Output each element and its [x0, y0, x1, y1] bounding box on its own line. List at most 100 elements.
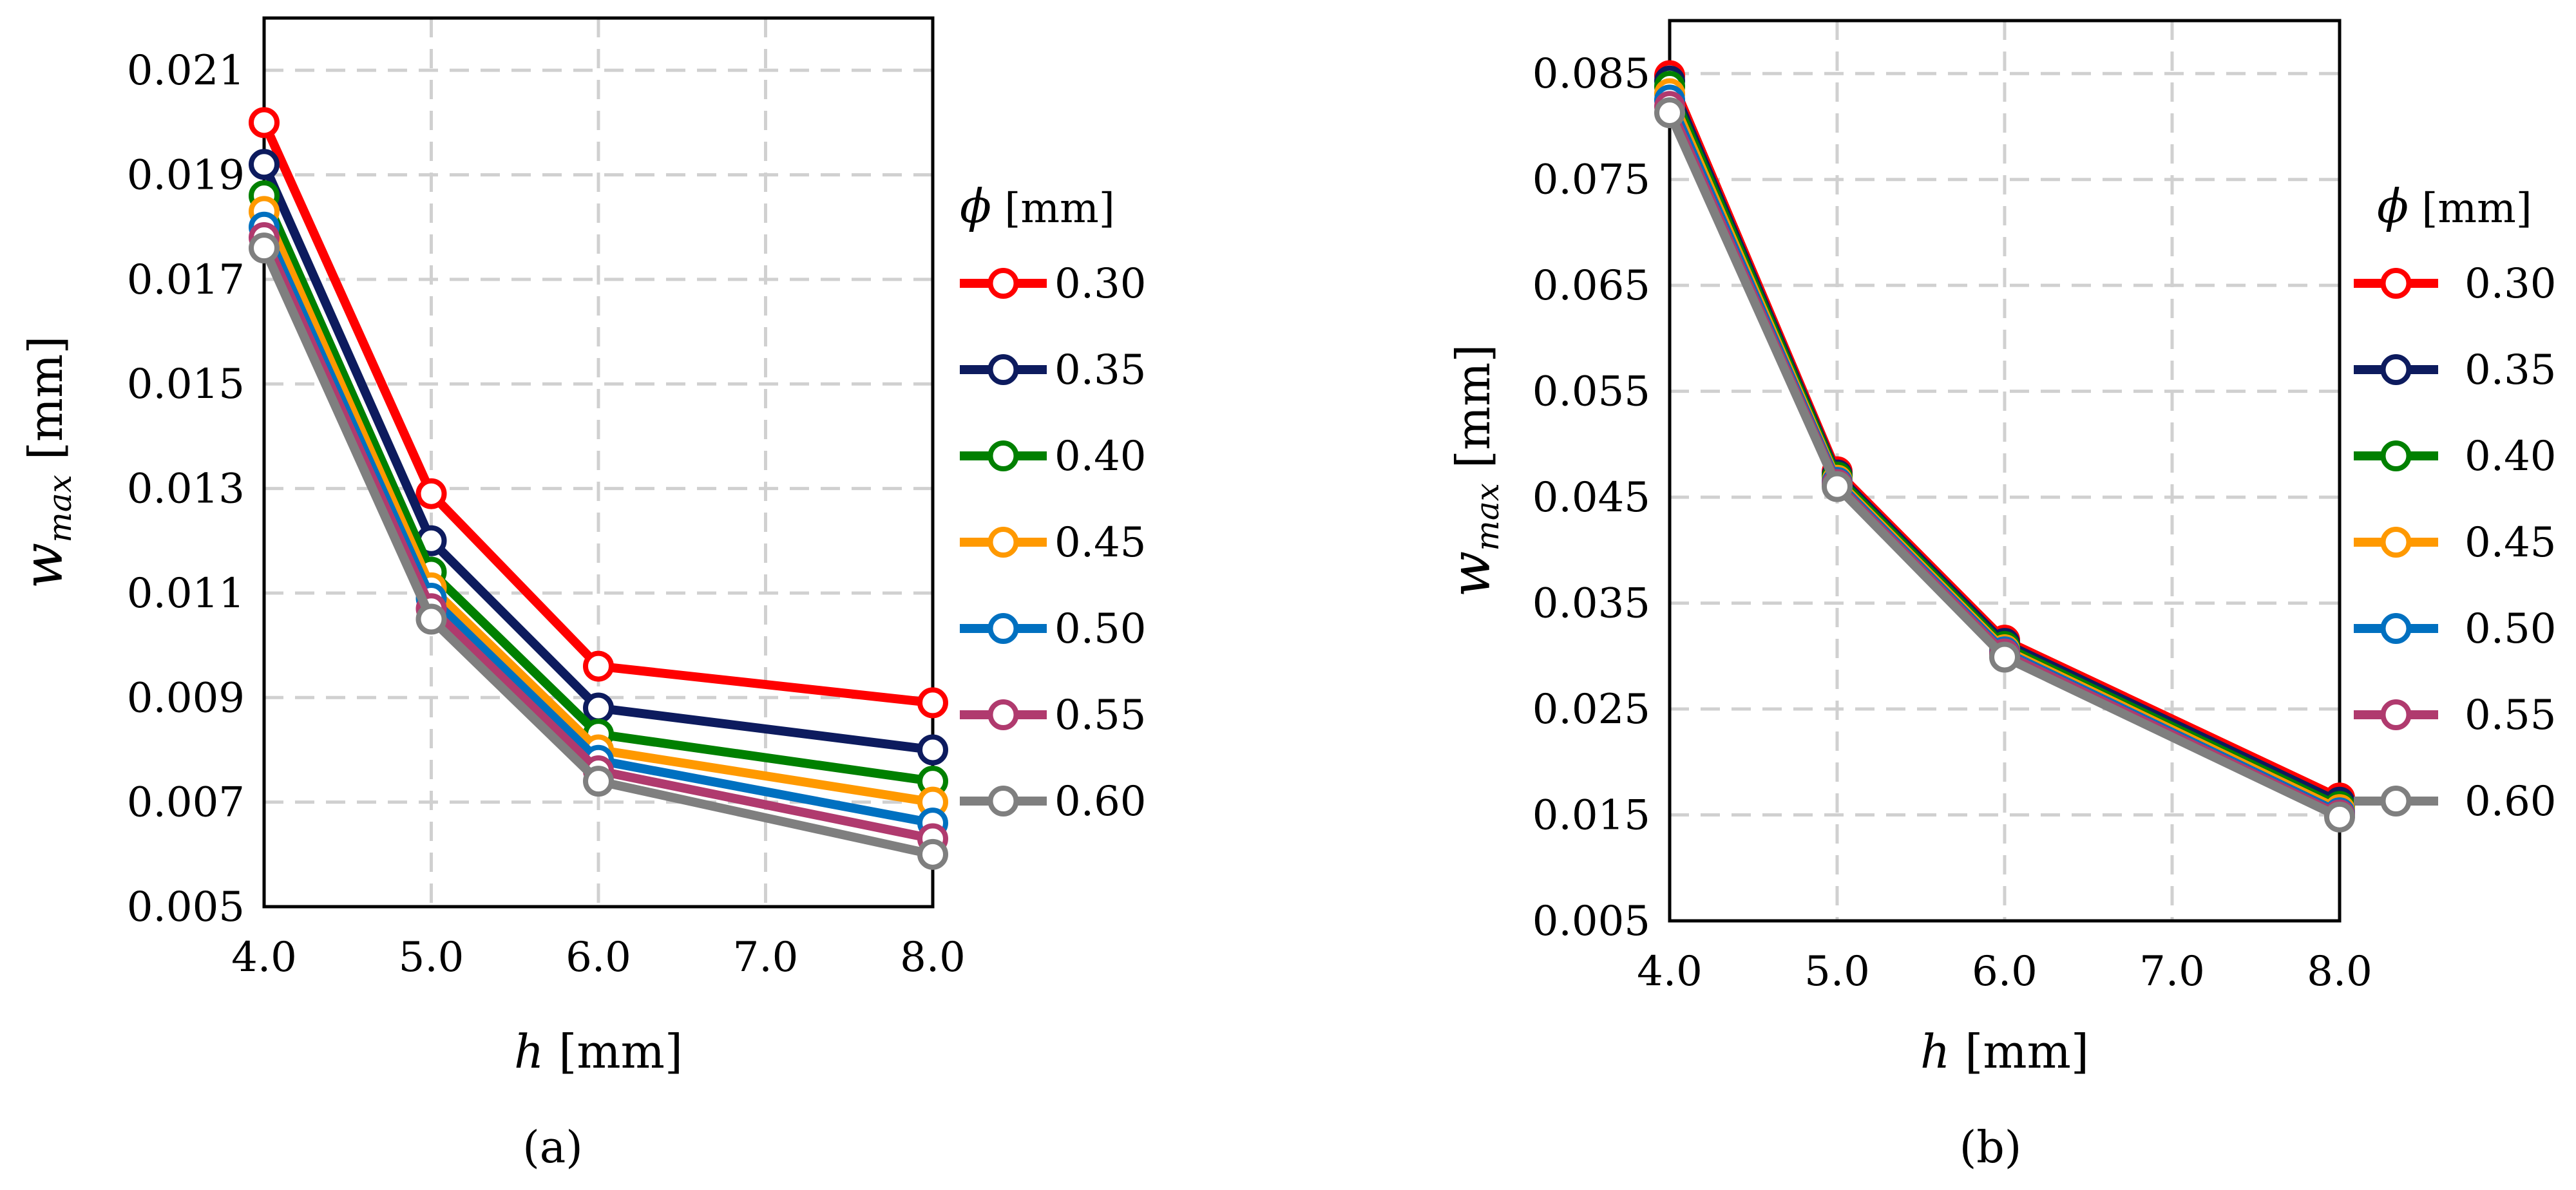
legend-label: 0.35 — [1054, 346, 1147, 394]
y-tick-label: 0.009 — [127, 674, 245, 722]
legend-item: 0.30 — [2354, 260, 2557, 308]
panel-label: (a) — [522, 1122, 583, 1173]
legend-item: 0.45 — [2354, 519, 2557, 567]
legend-item: 0.35 — [960, 346, 1147, 394]
legend-swatch-marker — [987, 786, 1019, 817]
legend-title-unit: [mm] — [991, 185, 1115, 232]
x-tick-label: 7.0 — [2139, 948, 2205, 996]
legend-item: 0.60 — [2354, 778, 2557, 826]
y-tick-label: 0.013 — [127, 466, 245, 513]
legend-item: 0.35 — [2354, 346, 2557, 394]
legend-label: 0.60 — [1054, 778, 1147, 826]
legend-label: 0.55 — [1054, 692, 1147, 739]
legend-item: 0.60 — [960, 778, 1147, 826]
y-axis-title: wmax [mm] — [12, 336, 79, 589]
x-axis-title: h [mm] — [514, 1025, 683, 1079]
legend-item: 0.55 — [960, 692, 1147, 739]
legend-swatch-marker — [987, 440, 1019, 471]
x-tick-label: 4.0 — [231, 934, 297, 981]
series-0.60 — [1654, 97, 2355, 833]
legend-swatch-marker — [2380, 268, 2412, 299]
legend-item: 0.40 — [960, 433, 1147, 480]
y-axis-variable: w — [12, 543, 75, 589]
legend-label: 0.45 — [2465, 519, 2557, 567]
legend-label: 0.50 — [2465, 605, 2557, 653]
legend-label: 0.30 — [1054, 260, 1147, 308]
y-tick-label: 0.017 — [127, 256, 245, 304]
series-line — [260, 162, 933, 755]
y-axis-unit: [mm] — [19, 336, 73, 475]
legend-swatch-marker — [2380, 786, 2412, 817]
legend-item: 0.40 — [2354, 433, 2557, 480]
x-tick-label: 4.0 — [1637, 948, 1703, 996]
data-point — [583, 766, 614, 797]
legend-swatch-marker — [987, 527, 1019, 558]
y-axis-unit: [mm] — [1446, 345, 1500, 484]
legend-swatch-marker — [987, 354, 1019, 385]
x-tick-label: 6.0 — [566, 934, 631, 981]
legend-swatch-marker — [2380, 440, 2412, 471]
data-point — [249, 232, 280, 264]
legend-label: 0.50 — [1054, 605, 1147, 653]
data-point — [1989, 641, 2020, 673]
data-point — [2324, 801, 2355, 833]
x-axis-unit: [mm] — [544, 1025, 683, 1079]
x-tick-label: 5.0 — [1804, 948, 1870, 996]
data-point — [917, 687, 948, 719]
x-axis-variable: h — [514, 1025, 544, 1079]
series-line — [1665, 111, 2342, 822]
legend-item: 0.50 — [2354, 605, 2557, 653]
legend-item: 0.50 — [960, 605, 1147, 653]
legend-item: 0.30 — [960, 260, 1147, 308]
y-axis-subscript: max — [41, 475, 79, 542]
y-tick-label: 0.015 — [1532, 792, 1650, 840]
y-tick-label: 0.085 — [1532, 50, 1650, 98]
panel-label: (b) — [1960, 1122, 2022, 1173]
legend-title: ϕ [mm] — [2377, 179, 2532, 233]
x-tick-label: 5.0 — [399, 934, 464, 981]
y-tick-label: 0.075 — [1532, 156, 1650, 204]
y-tick-label: 0.011 — [127, 570, 245, 618]
y-tick-label: 0.019 — [127, 152, 245, 200]
data-point — [249, 107, 280, 138]
series-line — [260, 246, 934, 859]
data-point — [1654, 97, 1685, 129]
legend-label: 0.60 — [2465, 778, 2557, 826]
legend-swatch-marker — [987, 268, 1019, 299]
legend-label: 0.40 — [2465, 433, 2557, 480]
y-tick-label: 0.007 — [127, 779, 245, 827]
x-axis-title: h [mm] — [1920, 1025, 2089, 1079]
y-axis-variable: w — [1439, 551, 1502, 598]
series-line — [260, 120, 933, 708]
legend: ϕ [mm] 0.30 0.35 0.40 0.45 0.50 0.55 0.60 — [960, 179, 1147, 826]
legend-title: ϕ [mm] — [960, 179, 1115, 233]
legend-swatch-marker — [2380, 527, 2412, 558]
y-axis-subscript: max — [1469, 483, 1506, 551]
legend-title-symbol: ϕ — [960, 179, 991, 233]
legend-swatch-marker — [2380, 699, 2412, 730]
legend-label: 0.35 — [2465, 346, 2557, 394]
y-tick-label: 0.025 — [1532, 686, 1650, 733]
y-tick-label: 0.065 — [1532, 262, 1650, 310]
x-tick-label: 8.0 — [2307, 948, 2372, 996]
y-tick-label: 0.045 — [1532, 474, 1650, 522]
legend-label: 0.40 — [1054, 433, 1147, 480]
series-0.30 — [249, 107, 948, 719]
x-tick-label: 6.0 — [1972, 948, 2037, 996]
y-axis-title: wmax [mm] — [1439, 345, 1506, 598]
x-axis-unit: [mm] — [1950, 1025, 2089, 1079]
y-tick-label: 0.055 — [1532, 368, 1650, 416]
legend-item: 0.55 — [2354, 692, 2557, 739]
y-tick-label: 0.005 — [1532, 898, 1650, 945]
y-tick-label: 0.035 — [1532, 580, 1650, 628]
legend-label: 0.45 — [1054, 519, 1147, 567]
data-point — [415, 603, 447, 635]
legend: ϕ [mm] 0.30 0.35 0.40 0.45 0.50 0.55 0.60 — [2354, 179, 2557, 826]
legend-swatch-marker — [987, 613, 1019, 644]
legend-label: 0.30 — [2465, 260, 2557, 308]
x-tick-label: 7.0 — [733, 934, 799, 981]
series-0.60 — [249, 232, 948, 870]
data-point — [1822, 471, 1853, 502]
